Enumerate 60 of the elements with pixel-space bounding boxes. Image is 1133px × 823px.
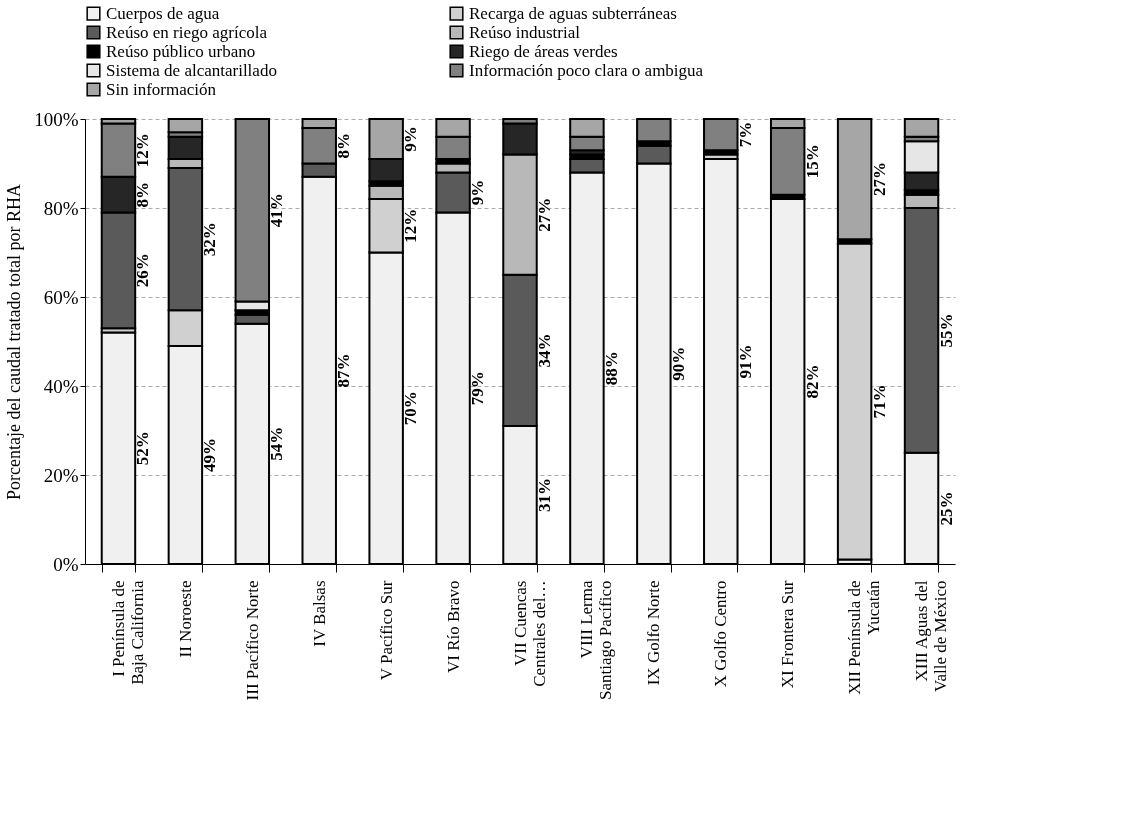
data-label: 31% [535,478,554,513]
data-label: 90% [668,346,688,381]
data-label: 91% [735,344,755,379]
x-tick-label: XI Frontera Sur [778,580,798,689]
data-label: 8% [133,181,153,208]
y-tick-label: 100% [34,108,79,130]
data-label: 55% [936,313,956,348]
data-label: 34% [535,333,554,368]
data-label: 52% [133,431,153,466]
y-tick-label: 0% [53,553,79,575]
data-label: 82% [802,364,822,399]
y-tick-label: 20% [43,464,79,486]
data-label: 12% [133,133,153,168]
x-tick-label: III Pacífico Norte [242,580,262,701]
x-tick-label: VII Cuencas Centrales del… [510,580,549,687]
x-tick-label: II Noroeste [175,580,195,658]
y-tick-label: 80% [43,197,79,219]
legend-label: Reúso industrial [469,22,581,42]
data-label: 70% [401,391,421,426]
bar [636,118,672,143]
data-label: 27% [535,197,554,232]
data-label: 7% [735,121,755,148]
legend-label: Sin información [106,79,217,99]
x-tick-label: IX Golfo Norte [644,580,664,686]
x-tick-label: XII Península de Yucatán [845,580,884,695]
legend-label: Riego de áreas verdes [469,41,618,61]
x-tick-label: X Golfo Centro [711,580,731,688]
data-label: 32% [200,222,220,257]
data-label: 88% [601,351,621,386]
x-tick-label: XIII Aguas del Valle de México [912,580,951,692]
bar [836,242,873,561]
x-tick-label: V Pacífico Sur [376,580,396,681]
legend-label: Recarga de aguas subterráneas [469,3,677,23]
data-label: 27% [869,162,889,197]
data-label: 12% [401,208,421,243]
data-label: 26% [133,253,153,288]
legend-label: Reúso público urbano [106,41,256,61]
y-tick-label: 40% [43,375,79,397]
data-label: 71% [869,384,889,419]
x-tick-label: VIII Lerma Santiago Pacífico [577,580,616,700]
data-label: 9% [468,179,488,206]
legend-label: Información poco clara o ambigua [469,60,704,80]
data-label: 79% [468,371,488,406]
data-label: 41% [267,193,287,228]
bar [703,118,739,152]
legend-label: Sistema de alcantarillado [106,60,277,80]
y-axis-title: Porcentaje del caudal tratado total por RHA [4,184,25,500]
x-tick-label: VI Río Bravo [443,580,463,674]
legend-label: Cuerpos de agua [106,3,220,23]
y-tick-label: 60% [43,286,79,308]
legend-label: Reúso en riego agrícola [106,22,268,42]
data-label: 8% [334,132,354,159]
x-tick-label: IV Balsas [309,580,329,647]
data-label: 54% [267,426,287,461]
data-label: 9% [401,126,421,152]
data-label: 49% [200,437,220,472]
data-label: 15% [802,144,822,179]
x-tick-label: I Península de Baja California [108,580,147,685]
data-label: 25% [936,491,956,526]
data-label: 87% [334,353,354,388]
